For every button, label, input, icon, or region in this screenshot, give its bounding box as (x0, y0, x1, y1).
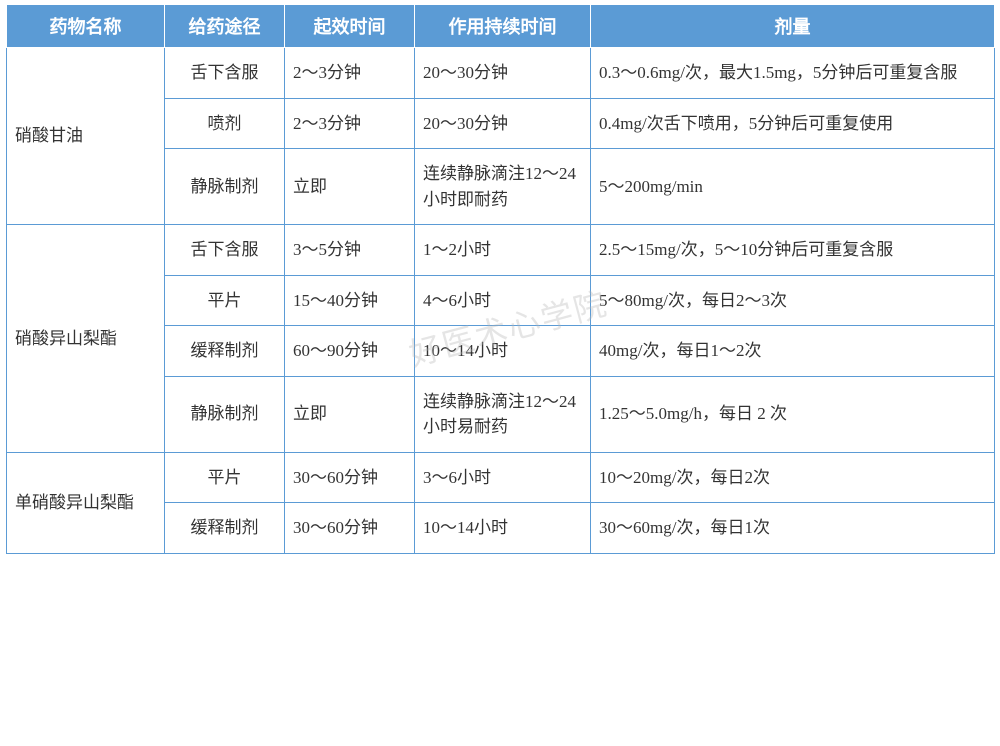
cell-drug-name: 硝酸甘油 (7, 48, 165, 225)
table-row: 硝酸甘油 舌下含服 2～3分钟 20～30分钟 0.3～0.6mg/次，最大1.… (7, 48, 995, 99)
cell-duration: 4～6小时 (415, 275, 591, 326)
cell-dose: 1.25～5.0mg/h，每日 2 次 (591, 376, 995, 452)
cell-dose: 5～200mg/min (591, 149, 995, 225)
cell-route: 静脉制剂 (165, 149, 285, 225)
cell-duration: 20～30分钟 (415, 48, 591, 99)
cell-drug-name: 单硝酸异山梨酯 (7, 452, 165, 553)
drug-table: 药物名称 给药途径 起效时间 作用持续时间 剂量 硝酸甘油 舌下含服 2～3分钟… (6, 4, 995, 554)
cell-onset: 15～40分钟 (285, 275, 415, 326)
cell-route: 舌下含服 (165, 225, 285, 276)
cell-route: 喷剂 (165, 98, 285, 149)
cell-duration: 20～30分钟 (415, 98, 591, 149)
cell-route: 缓释制剂 (165, 326, 285, 377)
cell-route: 缓释制剂 (165, 503, 285, 554)
col-header-onset: 起效时间 (285, 5, 415, 48)
cell-dose: 30～60mg/次，每日1次 (591, 503, 995, 554)
table-row: 单硝酸异山梨酯 平片 30～60分钟 3～6小时 10～20mg/次，每日2次 (7, 452, 995, 503)
cell-dose: 5～80mg/次，每日2～3次 (591, 275, 995, 326)
cell-duration: 10～14小时 (415, 326, 591, 377)
cell-dose: 10～20mg/次，每日2次 (591, 452, 995, 503)
cell-duration: 连续静脉滴注12～24小时即耐药 (415, 149, 591, 225)
col-header-drug: 药物名称 (7, 5, 165, 48)
cell-route: 舌下含服 (165, 48, 285, 99)
cell-dose: 0.4mg/次舌下喷用，5分钟后可重复使用 (591, 98, 995, 149)
col-header-route: 给药途径 (165, 5, 285, 48)
cell-route: 平片 (165, 452, 285, 503)
cell-duration: 连续静脉滴注12～24小时易耐药 (415, 376, 591, 452)
cell-drug-name: 硝酸异山梨酯 (7, 225, 165, 453)
table-body: 硝酸甘油 舌下含服 2～3分钟 20～30分钟 0.3～0.6mg/次，最大1.… (7, 48, 995, 554)
cell-onset: 2～3分钟 (285, 98, 415, 149)
cell-onset: 30～60分钟 (285, 452, 415, 503)
cell-duration: 1～2小时 (415, 225, 591, 276)
cell-duration: 10～14小时 (415, 503, 591, 554)
drug-table-wrapper: 药物名称 给药途径 起效时间 作用持续时间 剂量 硝酸甘油 舌下含服 2～3分钟… (6, 4, 994, 554)
cell-onset: 立即 (285, 149, 415, 225)
cell-route: 平片 (165, 275, 285, 326)
cell-onset: 60～90分钟 (285, 326, 415, 377)
table-header-row: 药物名称 给药途径 起效时间 作用持续时间 剂量 (7, 5, 995, 48)
cell-onset: 3～5分钟 (285, 225, 415, 276)
cell-dose: 2.5～15mg/次，5～10分钟后可重复含服 (591, 225, 995, 276)
cell-duration: 3～6小时 (415, 452, 591, 503)
cell-dose: 0.3～0.6mg/次，最大1.5mg，5分钟后可重复含服 (591, 48, 995, 99)
cell-onset: 立即 (285, 376, 415, 452)
cell-onset: 30～60分钟 (285, 503, 415, 554)
table-row: 硝酸异山梨酯 舌下含服 3～5分钟 1～2小时 2.5～15mg/次，5～10分… (7, 225, 995, 276)
cell-onset: 2～3分钟 (285, 48, 415, 99)
col-header-duration: 作用持续时间 (415, 5, 591, 48)
cell-dose: 40mg/次，每日1～2次 (591, 326, 995, 377)
col-header-dose: 剂量 (591, 5, 995, 48)
cell-route: 静脉制剂 (165, 376, 285, 452)
